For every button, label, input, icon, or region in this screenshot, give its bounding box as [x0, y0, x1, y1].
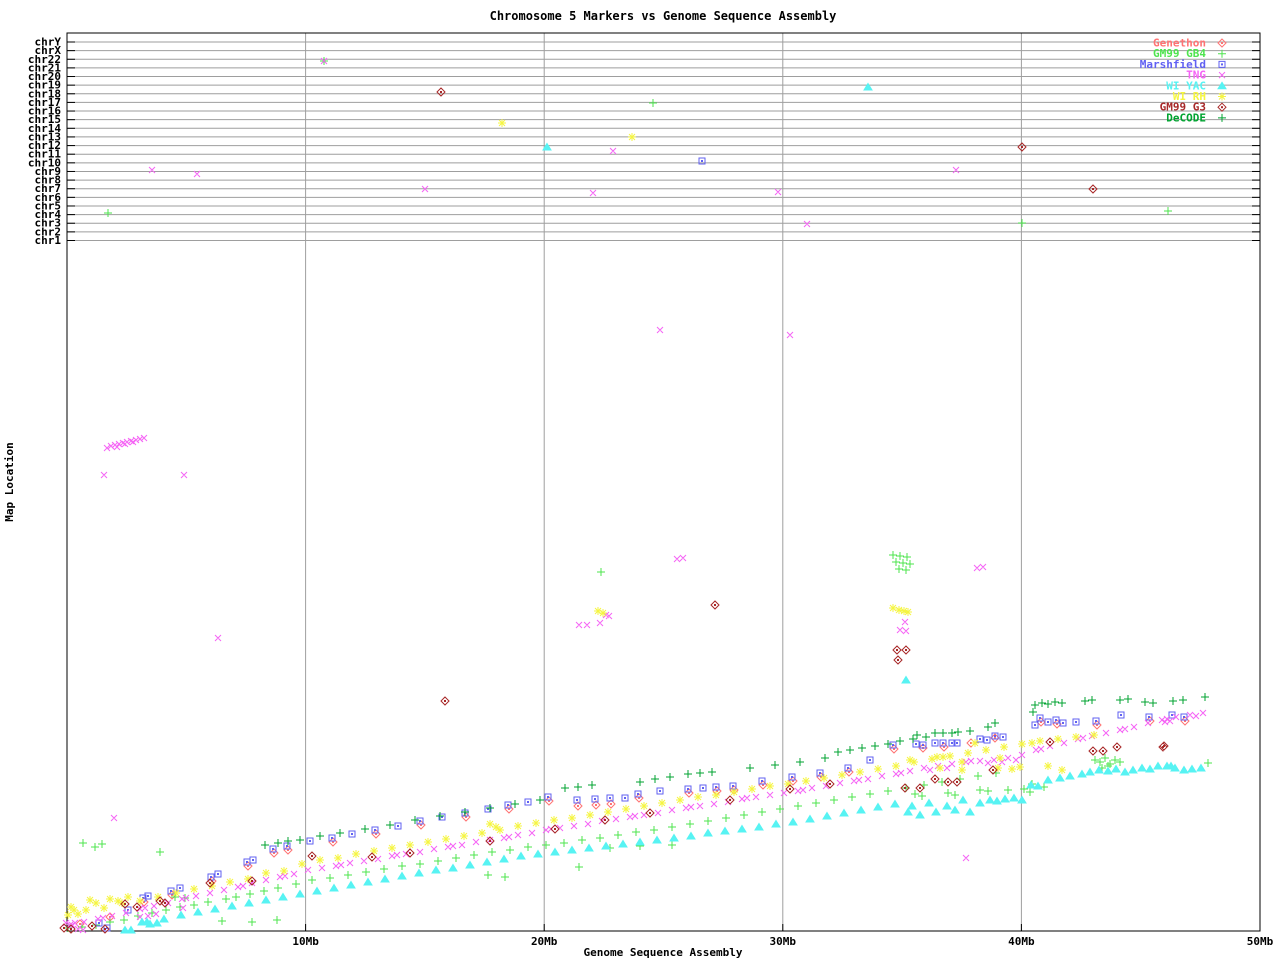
legend-label: Marshfield [1140, 58, 1206, 71]
legend-marker-diamond-dot-fill [1221, 42, 1223, 44]
legend-label: GM99 GB4 [1153, 47, 1206, 60]
x-tick-label: 30Mb [770, 935, 797, 948]
chrom-label: chr6 [35, 191, 62, 204]
chrom-label: chr7 [35, 182, 62, 195]
legend-marker-diamond-dot [1217, 38, 1227, 48]
chrom-label: chr9 [35, 165, 62, 178]
series-points-fill [121, 83, 1205, 933]
series-marshfield [95, 157, 1188, 932]
chrom-label: chr19 [28, 79, 61, 92]
grid-layer [67, 33, 1260, 931]
chrom-label: chr13 [28, 130, 61, 143]
legend-item: GM99 GB4 [1153, 47, 1226, 60]
legend-marker-asterisk [1218, 92, 1226, 101]
chrom-label: chr8 [35, 174, 62, 187]
x-tick-label: 40Mb [1008, 935, 1035, 948]
chrom-label: chr16 [28, 105, 61, 118]
chrom-label: chr20 [28, 70, 61, 83]
legend-item: GM99 G3 [1160, 101, 1227, 114]
legend-marker-plus [1218, 49, 1226, 58]
tick-layer: chrYchrXchr22chr21chr20chr19chr18chr17ch… [28, 36, 1274, 949]
series-decode [261, 693, 1209, 849]
series-gm99-g3 [59, 87, 1169, 934]
series-points [75, 716, 1190, 929]
chrom-label: chr5 [35, 199, 62, 212]
series-points [62, 57, 1207, 934]
chrom-label: chr15 [28, 113, 61, 126]
x-tick-label: 10Mb [292, 935, 319, 948]
series-tng [62, 57, 1207, 934]
chrom-label: chrX [35, 44, 62, 57]
legend-item: WI RH [1173, 90, 1226, 103]
legend-marker-plus [1218, 113, 1226, 122]
legend-label: TNG [1186, 69, 1206, 82]
x-axis-label: Genome Sequence Assembly [584, 946, 743, 959]
series-points [95, 157, 1188, 932]
legend-marker-square-dot-fill [1221, 63, 1223, 66]
series-points [64, 119, 1098, 919]
legend-label: GM99 G3 [1160, 101, 1206, 114]
chrom-label: chr17 [28, 96, 61, 109]
y-axis-label: Map Location [3, 442, 16, 521]
legend-marker-diamond-dot-fill [1221, 106, 1223, 109]
legend-item: Genethon [1153, 37, 1227, 50]
chrom-label: chr22 [28, 53, 61, 66]
legend-label: WI YAC [1166, 79, 1206, 92]
legend-marker-diamond-dot [1217, 102, 1227, 112]
chrom-label: chr10 [28, 156, 61, 169]
chrom-label: chr18 [28, 87, 61, 100]
legend-item: TNG [1186, 69, 1226, 82]
chrom-label: chr11 [28, 148, 61, 161]
series-wi-rh [64, 119, 1098, 919]
plot-frame [66, 32, 1261, 932]
series-points-fill [79, 720, 1186, 925]
legend-label: WI RH [1173, 90, 1206, 103]
chrom-label: chr1 [35, 234, 62, 247]
legend-item: Marshfield [1140, 58, 1226, 71]
legend-label: Genethon [1153, 37, 1206, 50]
chrom-label: chr12 [28, 139, 61, 152]
x-tick-label: 20Mb [531, 935, 558, 948]
legend-item: DeCODE [1166, 111, 1226, 124]
x-tick-label: 50Mb [1247, 935, 1274, 948]
chrom-label: chr21 [28, 61, 61, 74]
chrom-label: chrY [35, 36, 62, 49]
series-genethon [75, 716, 1190, 929]
chart-title: Chromosome 5 Markers vs Genome Sequence … [490, 9, 837, 23]
legend-marker-triangle-fill [1218, 82, 1226, 89]
chrom-label: chr3 [35, 217, 62, 230]
legend-label: DeCODE [1166, 111, 1206, 124]
series-points [261, 693, 1209, 849]
series-layer [59, 57, 1212, 934]
series-points-fill [98, 160, 1185, 929]
chrom-label: chr14 [28, 122, 61, 135]
series-wi-yac [120, 82, 1206, 934]
series-points [120, 82, 1206, 934]
chrom-label: chr4 [35, 208, 62, 221]
legend-item: WI YAC [1166, 79, 1227, 92]
series-points [59, 87, 1169, 934]
legend-marker-x [1218, 71, 1226, 79]
legend-marker-square-dot [1218, 60, 1226, 68]
chrom-label: chr2 [35, 225, 62, 238]
